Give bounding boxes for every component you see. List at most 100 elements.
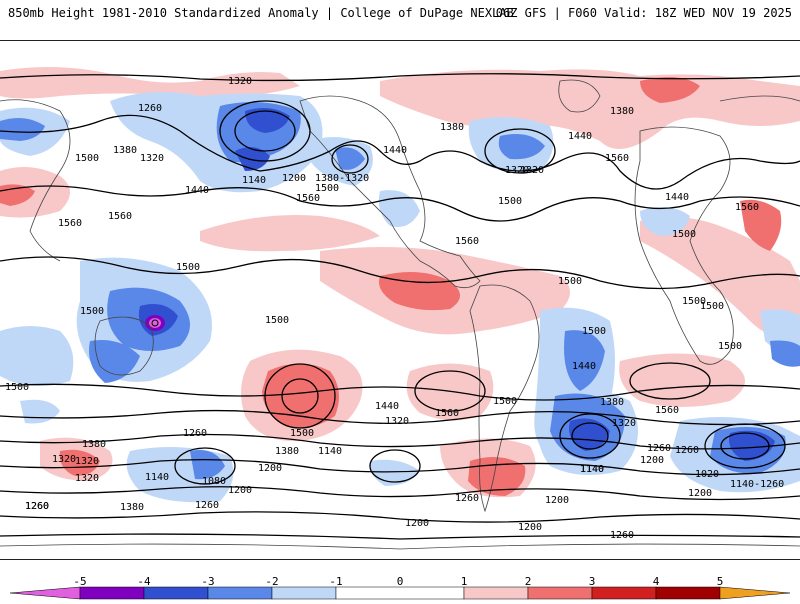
- contour-label: 1440: [383, 145, 407, 156]
- contour-label: 1140: [580, 464, 604, 475]
- contour-label: 1380-1320: [315, 173, 369, 184]
- contour-label: 1380: [82, 439, 106, 450]
- contour-label: 1260: [647, 443, 671, 454]
- contour-label: 1140: [580, 464, 604, 475]
- contour-label: 1440: [665, 192, 689, 203]
- contour-label: 1200: [545, 495, 569, 506]
- contour-label: 1200: [518, 522, 542, 533]
- contour-label: 1500: [176, 262, 200, 273]
- contour-label: 1500: [558, 276, 582, 287]
- contour-label: 1260: [183, 428, 207, 439]
- colorbar-seg-pos2: [527, 586, 593, 600]
- contour-label: 1500: [498, 196, 522, 207]
- colorbar-seg-zero: [335, 586, 465, 600]
- colorbar-svg: [9, 586, 791, 600]
- colorbar-seg-neg3: [143, 586, 209, 600]
- contour-label: 1200: [228, 485, 252, 496]
- contour-label: 1440: [572, 361, 596, 372]
- contour-label: 1560: [655, 405, 679, 416]
- header: 850mb Height 1981-2010 Standardized Anom…: [0, 0, 800, 36]
- colorbar-tick: 3: [588, 575, 596, 588]
- colorbar-seg-pos3: [591, 586, 657, 600]
- contour-label: 1320: [520, 165, 544, 176]
- contour-label: 1440: [375, 401, 399, 412]
- contour-label: 1500: [582, 326, 606, 337]
- contour-label: 1260: [25, 501, 49, 512]
- contour-label: 1440: [185, 185, 209, 196]
- contour-label: 1500: [493, 396, 517, 407]
- colorbar-seg-neg1: [271, 586, 337, 600]
- contour-label: 1140-1260: [730, 479, 784, 490]
- colorbar-tick: 4: [652, 575, 660, 588]
- contour-label: 1200: [640, 455, 664, 466]
- model-run-info: 06Z GFS | F060 Valid: 18Z WED NOV 19 202…: [495, 6, 792, 20]
- contour-label: 1320: [228, 76, 252, 87]
- colorbar-seg-pos1: [463, 586, 529, 600]
- contour-label: 1200: [258, 463, 282, 474]
- map-panel[interactable]: 1320 1260 1500 1380 1320 1440 1560 1140 …: [0, 40, 800, 560]
- colorbar-tick: 2: [524, 575, 532, 588]
- colorbar-tick: -1: [329, 575, 343, 588]
- contour-label: 1140: [242, 175, 266, 186]
- colorbar-tick: 1: [460, 575, 468, 588]
- colorbar-tick: 0: [396, 575, 404, 588]
- contour-label: 1500: [682, 296, 706, 307]
- colorbar-tick: -4: [137, 575, 151, 588]
- contour-label: 1560: [605, 153, 629, 164]
- contour-label: 1560: [735, 202, 759, 213]
- colorbar-tick: -3: [201, 575, 215, 588]
- contour-label: 1380: [440, 122, 464, 133]
- colorbar-tick: 5: [716, 575, 724, 588]
- contour-label: 1440: [568, 131, 592, 142]
- contour-label: 1380: [113, 145, 137, 156]
- contour-label: 1500: [265, 315, 289, 326]
- contour-label: 1260: [138, 103, 162, 114]
- contour-label: 1260: [25, 501, 49, 512]
- contour-label: 1500: [80, 306, 104, 317]
- contour-labels: 1320 1260 1500 1380 1320 1440 1560 1140 …: [5, 76, 784, 541]
- contour-label: 1320: [140, 153, 164, 164]
- contour-label: 1560: [108, 211, 132, 222]
- contour-label: 1560: [58, 218, 82, 229]
- contour-label: 1200: [405, 518, 429, 529]
- map-title: 850mb Height 1981-2010 Standardized Anom…: [8, 6, 514, 20]
- contour-label: 1560: [455, 236, 479, 247]
- contour-label: 1500: [315, 183, 339, 194]
- contour-label: 1380: [275, 446, 299, 457]
- contour-label: 1320: [52, 454, 76, 465]
- contour-label: 1320: [75, 456, 99, 467]
- contour-label: 1260: [455, 493, 479, 504]
- contour-label: 1320: [505, 165, 529, 176]
- contour-label: 1560: [296, 193, 320, 204]
- colorbar: -5 -4 -3 -2 -1 0 1 2 3 4 5: [0, 560, 800, 600]
- contour-label: 1260: [610, 530, 634, 541]
- contour-label: 1200: [282, 173, 306, 184]
- colorbar-seg-pos5: [719, 586, 791, 600]
- contour-label: 1380: [600, 397, 624, 408]
- contour-label: 1260: [675, 445, 699, 456]
- contour-label: 1500: [290, 428, 314, 439]
- contour-label: 1500: [5, 382, 29, 393]
- colorbar-seg-neg4: [79, 586, 145, 600]
- contour-label: 1020: [695, 469, 719, 480]
- colorbar-tick: -5: [73, 575, 87, 588]
- anomaly-shading: [0, 67, 800, 503]
- contour-label: 1500: [700, 301, 724, 312]
- contour-label: 1500: [718, 341, 742, 352]
- contour-label: 1500: [672, 229, 696, 240]
- contour-label: 1560: [435, 408, 459, 419]
- colorbar-tick: -2: [265, 575, 279, 588]
- contour-label: 1320: [75, 473, 99, 484]
- contour-label: 1380: [120, 502, 144, 513]
- contour-label: 1380: [610, 106, 634, 117]
- contour-label: 1200: [688, 488, 712, 499]
- coastlines: [0, 79, 800, 550]
- contour-label: 1080: [202, 476, 226, 487]
- colorbar-seg-neg5: [9, 586, 81, 600]
- contour-label: 1320: [385, 416, 409, 427]
- contour-label: 1500: [75, 153, 99, 164]
- colorbar-seg-pos4: [655, 586, 721, 600]
- height-contours: [0, 73, 800, 540]
- contour-label: 1320: [612, 418, 636, 429]
- contour-label: 1140: [318, 446, 342, 457]
